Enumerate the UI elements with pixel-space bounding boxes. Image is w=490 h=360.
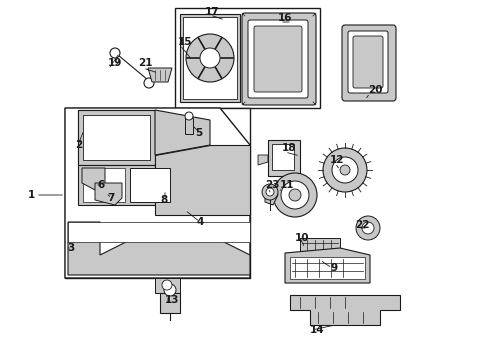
Bar	[68, 222, 250, 242]
Bar	[180, 14, 240, 102]
Bar	[155, 278, 180, 293]
Circle shape	[340, 165, 350, 175]
FancyBboxPatch shape	[242, 13, 316, 105]
Text: 7: 7	[107, 193, 114, 203]
Circle shape	[200, 48, 220, 68]
FancyBboxPatch shape	[348, 31, 388, 93]
Circle shape	[186, 34, 234, 82]
Text: 18: 18	[282, 143, 296, 153]
Circle shape	[185, 112, 193, 120]
Circle shape	[289, 189, 301, 201]
Bar	[183, 17, 237, 99]
Bar	[83, 168, 125, 202]
Text: 22: 22	[355, 220, 369, 230]
Polygon shape	[148, 68, 172, 82]
Bar	[272, 144, 294, 170]
Text: 12: 12	[330, 155, 344, 165]
FancyBboxPatch shape	[342, 25, 396, 101]
Text: 5: 5	[195, 128, 202, 138]
Text: 11: 11	[280, 180, 294, 190]
Polygon shape	[290, 295, 400, 325]
Polygon shape	[300, 238, 340, 258]
Circle shape	[164, 284, 176, 296]
Polygon shape	[95, 183, 122, 205]
FancyBboxPatch shape	[254, 26, 302, 92]
Bar	[160, 293, 180, 313]
Text: 4: 4	[196, 217, 203, 227]
Text: 9: 9	[330, 263, 337, 273]
Text: 10: 10	[295, 233, 310, 243]
Bar	[130, 168, 170, 202]
Circle shape	[162, 280, 172, 290]
Bar	[175, 8, 320, 108]
Text: 2: 2	[75, 140, 82, 150]
FancyBboxPatch shape	[248, 20, 308, 98]
Polygon shape	[65, 108, 250, 278]
Bar	[83, 115, 150, 160]
Polygon shape	[78, 110, 155, 165]
Polygon shape	[265, 185, 278, 205]
Circle shape	[281, 181, 309, 209]
Text: 6: 6	[97, 180, 104, 190]
Circle shape	[262, 184, 278, 200]
Text: 8: 8	[160, 195, 167, 205]
Bar	[290, 257, 365, 279]
Text: 13: 13	[165, 295, 179, 305]
Text: 23: 23	[265, 180, 279, 190]
Polygon shape	[82, 168, 105, 190]
Bar	[78, 165, 155, 205]
Bar	[78, 110, 155, 165]
Bar	[268, 140, 300, 176]
Polygon shape	[68, 222, 250, 275]
Circle shape	[110, 48, 120, 58]
Circle shape	[266, 188, 274, 196]
Polygon shape	[285, 248, 370, 283]
Circle shape	[332, 157, 358, 183]
FancyBboxPatch shape	[353, 36, 383, 88]
Text: 20: 20	[368, 85, 383, 95]
Polygon shape	[155, 145, 250, 215]
Polygon shape	[155, 110, 210, 155]
Polygon shape	[258, 155, 268, 165]
Circle shape	[144, 78, 154, 88]
Circle shape	[323, 148, 367, 192]
Polygon shape	[65, 108, 250, 278]
Text: 15: 15	[178, 37, 193, 47]
Text: 16: 16	[278, 13, 293, 23]
Text: 1: 1	[28, 190, 35, 200]
Text: 21: 21	[138, 58, 152, 68]
Text: 19: 19	[108, 58, 122, 68]
Circle shape	[362, 222, 374, 234]
Bar	[185, 118, 193, 134]
Circle shape	[273, 173, 317, 217]
Text: 14: 14	[310, 325, 325, 335]
Text: 17: 17	[205, 7, 220, 17]
Text: 3: 3	[67, 243, 74, 253]
Circle shape	[356, 216, 380, 240]
